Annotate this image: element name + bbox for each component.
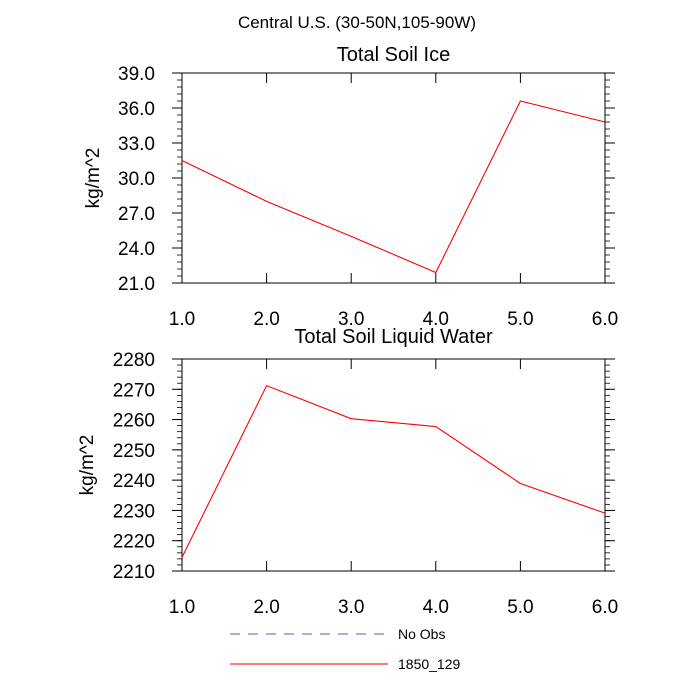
x-tick-label: 4.0 [423,597,449,618]
y-tick-label: 2220 [113,532,155,553]
legend-label-1: No Obs [398,626,445,642]
figure-title: Central U.S. (30-50N,105-90W) [238,13,476,32]
legend-label-2: 1850_129 [398,656,461,672]
x-tick-label: 5.0 [507,309,533,330]
y-axis-label: kg/m^2 [83,148,104,209]
y-tick-label: 2240 [113,471,155,492]
plot-frame [181,72,606,284]
y-tick-label: 36.0 [118,99,155,120]
legend: No Obs 1850_129 [230,626,461,672]
panel-title: Total Soil Liquid Water [294,326,493,348]
y-tick-label: 2210 [113,562,155,583]
x-tick-label: 2.0 [253,597,279,618]
plot-frame [181,358,606,572]
x-tick-label: 5.0 [507,597,533,618]
y-tick-label: 21.0 [118,274,155,295]
y-tick-label: 2280 [113,350,155,371]
y-tick-label: 2250 [113,441,155,462]
series-line-1850_129 [181,100,606,274]
x-tick-label: 2.0 [253,309,279,330]
y-tick-label: 33.0 [118,134,155,155]
chart-panel-2: Total Soil Liquid Water kg/m^2 1.0 2.0 3.0 4.… [77,326,618,618]
y-tick-label: 2230 [113,501,155,522]
y-tick-label: 24.0 [118,239,155,260]
y-tick-label: 30.0 [118,169,155,190]
x-tick-label: 4.0 [423,309,449,330]
y-tick-label: 27.0 [118,204,155,225]
y-tick-label: 2260 [113,411,155,432]
y-axis-label: kg/m^2 [77,435,98,496]
series-line-1850_129 [181,384,606,558]
y-tick-label: 39.0 [118,64,155,85]
panel-title: Total Soil Ice [337,44,450,66]
x-tick-label: 1.0 [169,597,195,618]
chart-panel-1: Total Soil Ice kg/m^2 1.0 2.0 3.0 4.0 5.0 6.0 21… [83,44,618,330]
y-tick-label: 2270 [113,380,155,401]
x-tick-label: 3.0 [338,597,364,618]
x-tick-label: 6.0 [592,597,618,618]
x-tick-label: 6.0 [592,309,618,330]
x-tick-label: 3.0 [338,309,364,330]
x-tick-label: 1.0 [169,309,195,330]
